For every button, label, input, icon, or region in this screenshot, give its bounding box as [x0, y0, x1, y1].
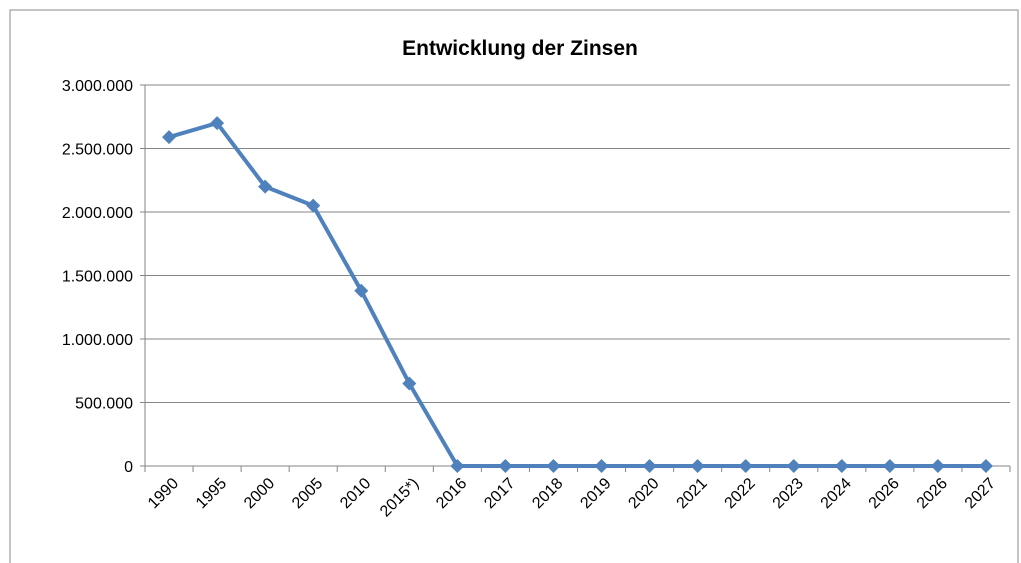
marker	[834, 459, 849, 473]
marker	[738, 459, 753, 473]
marker	[306, 198, 321, 213]
marker	[354, 283, 369, 298]
marker	[930, 459, 945, 473]
x-tick-label: 2017	[481, 475, 518, 512]
marker	[690, 459, 705, 473]
x-tick-label: 2010	[337, 475, 374, 512]
x-tick-label: 2018	[529, 475, 566, 512]
y-tick-label: 3.000.000	[62, 78, 133, 95]
x-tick-label: 2015*)	[377, 475, 422, 520]
marker	[642, 459, 657, 473]
marker	[402, 376, 417, 391]
marker	[162, 130, 177, 145]
marker	[546, 459, 561, 473]
x-tick-label: 2026	[866, 475, 903, 512]
x-tick-label: 2020	[625, 475, 662, 512]
x-tick-label: 2021	[674, 475, 711, 512]
x-tick-label: 2022	[722, 475, 759, 512]
marker	[786, 459, 801, 473]
y-tick-label: 1.000.000	[62, 332, 133, 349]
x-tick-label: 2023	[770, 475, 807, 512]
x-tick-label: 1995	[193, 475, 230, 512]
y-tick-label: 500.000	[75, 396, 133, 413]
chart-frame	[9, 9, 1019, 563]
x-tick-label: 2027	[962, 475, 999, 512]
x-tick-label: 2019	[577, 475, 614, 512]
marker	[594, 459, 609, 473]
x-tick-label: 2024	[818, 475, 855, 512]
y-tick-label: 2.500.000	[62, 142, 133, 159]
chart-title: Entwicklung der Zinsen	[402, 37, 638, 60]
marker	[498, 459, 513, 473]
y-tick-label: 2.000.000	[62, 205, 133, 222]
y-tick-label: 0	[124, 459, 133, 476]
x-tick-label: 2000	[241, 475, 278, 512]
marker	[450, 459, 465, 473]
marker	[258, 179, 273, 194]
x-tick-label: 2005	[289, 475, 326, 512]
x-tick-label: 2026	[914, 475, 951, 512]
line	[168, 121, 986, 468]
marker	[978, 459, 993, 473]
y-tick-label: 1.500.000	[62, 269, 133, 286]
x-tick-label: 2016	[433, 475, 470, 512]
marker	[210, 116, 225, 131]
marker	[882, 459, 897, 473]
x-tick-label: 1990	[145, 475, 182, 512]
